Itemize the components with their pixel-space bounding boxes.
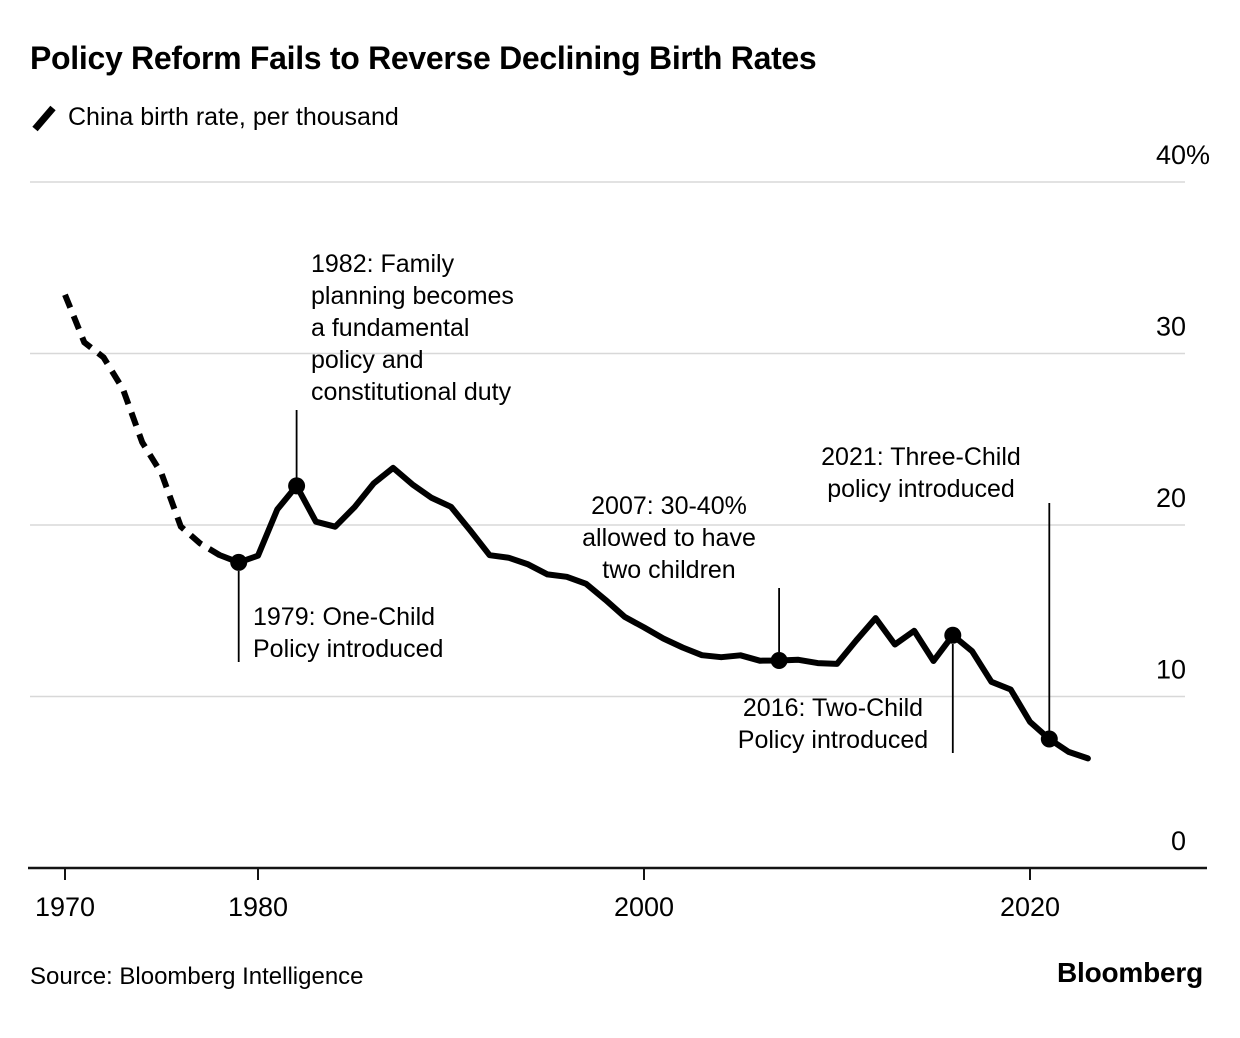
event-dot-1979 (230, 553, 248, 571)
event-dot-2021 (1040, 730, 1058, 748)
x-axis-label-1970: 1970 (35, 892, 95, 922)
event-dot-2016 (944, 626, 962, 644)
event-dot-2007 (770, 651, 788, 669)
y-axis-label-0: 0 (1171, 826, 1186, 856)
annotation-2007: 2007: 30-40% allowed to have two childre… (582, 492, 756, 584)
annotation-1979: 1979: One-Child Policy introduced (253, 603, 444, 663)
legend-label: China birth rate, per thousand (68, 103, 399, 131)
legend: China birth rate, per thousand (32, 103, 399, 132)
x-axis-label-2020: 2020 (1000, 892, 1060, 922)
x-axis-label-2000: 2000 (614, 892, 674, 922)
series-line-dashed (62, 293, 221, 558)
bloomberg-logo: Bloomberg (1057, 957, 1203, 988)
x-axis-label-1980: 1980 (228, 892, 288, 922)
y-axis-label-40: 40% (1156, 140, 1210, 170)
source-note: Source: Bloomberg Intelligence (30, 963, 364, 990)
annotation-1982: 1982: Family planning becomes a fundamen… (311, 250, 514, 406)
annotation-2021: 2021: Three-Child policy introduced (821, 443, 1021, 503)
annotation-2016: 2016: Two-Child Policy introduced (737, 694, 929, 754)
event-dot-1982 (288, 477, 306, 495)
series-line (216, 464, 1091, 762)
line-series-slash-icon (32, 105, 56, 131)
y-axis-label-30: 30 (1156, 312, 1186, 342)
chart-title: Policy Reform Fails to Reverse Declining… (30, 40, 817, 76)
y-axis-label-10: 10 (1156, 655, 1186, 685)
y-axis-label-20: 20 (1156, 483, 1186, 513)
